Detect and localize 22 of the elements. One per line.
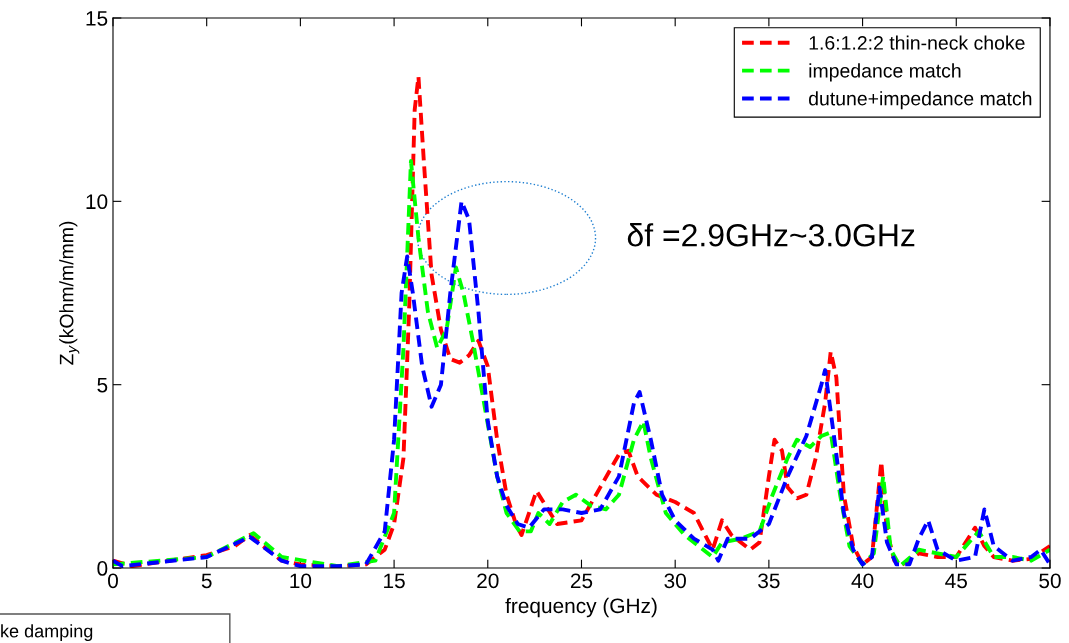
y-axis-title: Z$_{y}$(kOhm/m/mm) xyxy=(59,221,80,365)
x-tick-label: 35 xyxy=(758,573,780,589)
x-tick-label: 20 xyxy=(477,573,499,589)
x-axis-title: frequency (GHz) xyxy=(505,597,657,618)
x-tick-label: 30 xyxy=(664,573,686,589)
x-tick-label: 45 xyxy=(945,573,967,589)
x-tick-label: 10 xyxy=(290,573,312,589)
y-tick-label: 10 xyxy=(86,194,108,210)
legend-label: impedance match xyxy=(809,63,961,82)
legend-label: dutune+impedance match xyxy=(809,91,1032,110)
y-tick-label: 15 xyxy=(86,11,108,26)
legend-label: 1.6:1.2:2 thin-neck choke xyxy=(809,35,1025,50)
x-tick-label: 40 xyxy=(851,573,874,589)
text: ke damping xyxy=(1,624,93,642)
y-tick-label: 5 xyxy=(97,377,108,393)
x-tick-label: 50 xyxy=(1039,573,1061,589)
x-tick-label: 0 xyxy=(108,573,118,589)
x-tick-label: 15 xyxy=(384,573,405,589)
y-tick-label: 0 xyxy=(97,561,108,576)
x-tick-label: 5 xyxy=(201,573,212,589)
x-tick-label: 25 xyxy=(570,573,593,589)
annotation: δf =2.9GHz~3.0GHz xyxy=(627,223,915,247)
